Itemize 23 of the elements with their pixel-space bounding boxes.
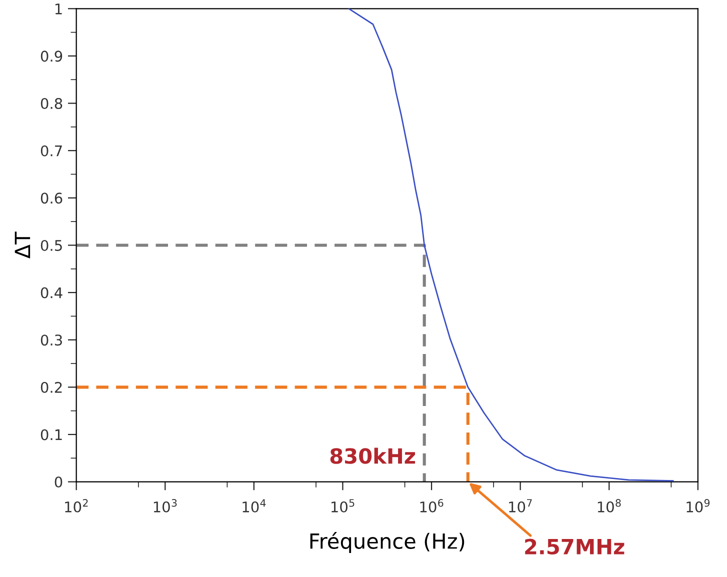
x-tick-label: 10$^{5}$ [331, 499, 354, 512]
y-tick-label: 0.5 [40, 240, 62, 251]
y-tick-label: 0.3 [40, 334, 62, 346]
x-tick-label: 10$^{4}$ [242, 499, 266, 512]
x-tick-label: 10$^{3}$ [154, 499, 177, 512]
y-tick-label: 0.9 [40, 50, 62, 62]
y-tick-label: 0.2 [40, 382, 62, 393]
x-tick-label: 10$^{9}$ [686, 499, 710, 512]
y-tick-label: 0.7 [40, 145, 62, 156]
y-tick-label: 1 [55, 4, 62, 14]
y-tick-label: 0.8 [40, 98, 62, 110]
x-tick-label: 10$^{8}$ [598, 499, 621, 512]
y-tick-label: 0.6 [40, 192, 62, 204]
y-axis-title: ΔT [14, 232, 30, 259]
x-axis-title: Fréquence (Hz) [310, 532, 464, 554]
x-tick-label: 10$^{2}$ [65, 499, 88, 512]
annotation: 2.57MHz [525, 538, 624, 555]
x-tick-label: 10$^{6}$ [420, 499, 444, 512]
annotation: 830kHz [330, 448, 416, 464]
y-tick-label: 0.1 [40, 429, 62, 440]
x-tick-label: 10$^{7}$ [509, 499, 532, 512]
y-tick-label: 0 [54, 476, 62, 488]
y-tick-label: 0.4 [40, 287, 62, 298]
